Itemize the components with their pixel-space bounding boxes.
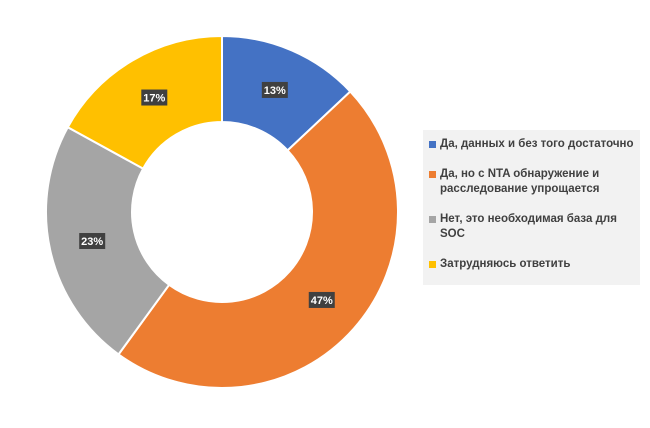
legend-swatch-blue [429, 141, 436, 148]
legend-item: Затрудняюсь ответить [429, 257, 634, 272]
data-label-background [261, 81, 288, 98]
legend-swatch-yellow [429, 261, 436, 268]
legend-label: Затрудняюсь ответить [440, 258, 571, 270]
slice-net-baza-soc [45, 125, 171, 356]
legend-label: Да, данных и без того достаточно [440, 138, 634, 150]
legend-item: Да, но с NTA обнаружение и расследование… [429, 167, 634, 197]
legend-label: Да, но с NTA обнаружение и расследование… [440, 168, 600, 195]
data-label-text: 47% [311, 295, 333, 307]
data-label-text: 17% [143, 93, 165, 105]
donut-slices [45, 34, 399, 389]
legend-label: Нет, это необходимая база для SOC [440, 213, 617, 240]
data-labels: 13% 47% 23% 17% [79, 81, 335, 308]
legend-item: Да, данных и без того достаточно [429, 137, 634, 152]
legend-swatch-orange [429, 171, 436, 178]
legend-swatch-gray [429, 216, 436, 223]
data-label-text: 23% [81, 236, 103, 248]
legend-item: Нет, это необходимая база для SOC [429, 212, 634, 242]
chart-legend: Да, данных и без того достаточно Да, но … [423, 130, 640, 285]
data-label-background [79, 233, 106, 250]
data-label-background [308, 291, 335, 308]
data-label: 13% [261, 81, 288, 98]
slice-da-uproshchaetsya [117, 90, 399, 389]
data-label: 47% [308, 291, 335, 308]
data-label-background [141, 89, 168, 106]
data-label: 17% [141, 89, 168, 106]
data-label: 23% [79, 233, 106, 250]
data-label-text: 13% [264, 85, 286, 97]
